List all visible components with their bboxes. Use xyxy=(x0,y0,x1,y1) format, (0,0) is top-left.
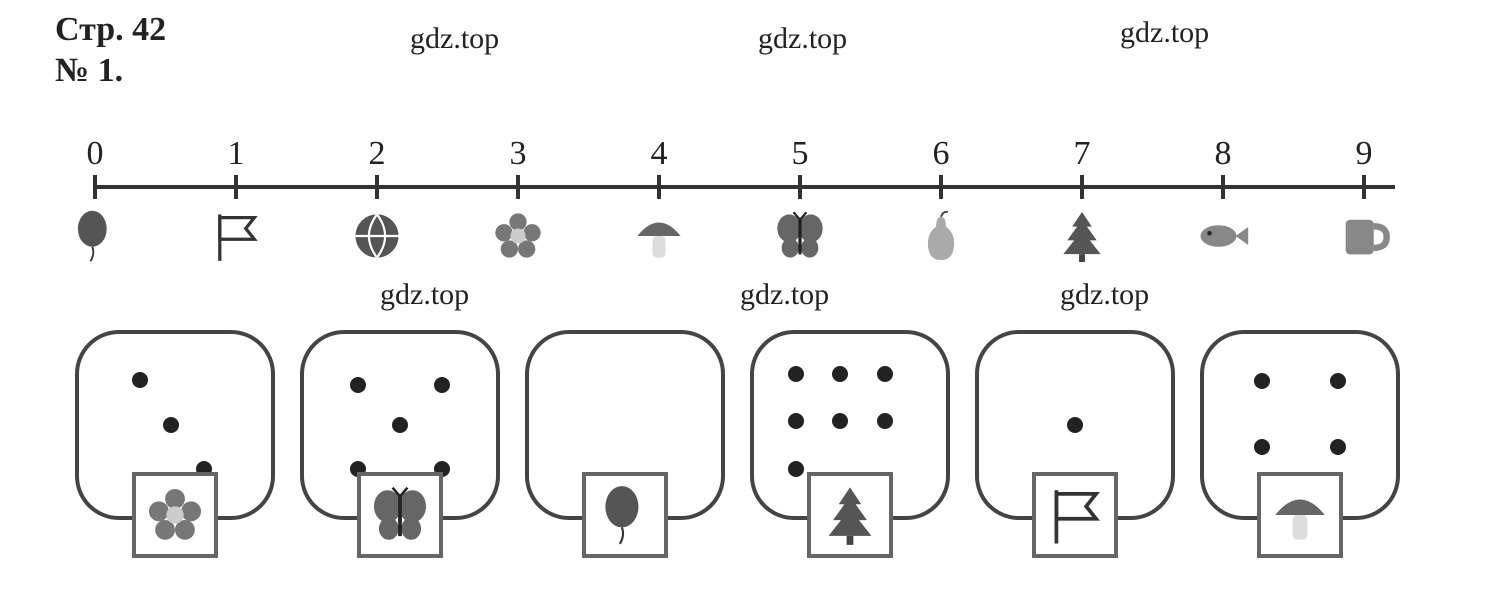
tick-mark xyxy=(93,175,97,199)
tick-label-4: 4 xyxy=(651,135,668,173)
exercise-number: № 1. xyxy=(55,51,166,92)
watermark-text: gdz.top xyxy=(380,278,469,312)
dot xyxy=(132,372,148,388)
dot-card xyxy=(300,330,500,520)
dot xyxy=(1254,373,1270,389)
butterfly-icon xyxy=(773,209,827,263)
tick-mark xyxy=(375,175,379,199)
tick-label-8: 8 xyxy=(1215,135,1232,173)
dot xyxy=(1067,417,1083,433)
tick-mark xyxy=(939,175,943,199)
balloon-tag xyxy=(582,472,668,558)
flower-icon xyxy=(491,209,545,263)
number-line: 0123456789 xyxy=(95,135,1395,279)
number-line-axis xyxy=(95,185,1395,189)
dot-card xyxy=(750,330,950,520)
mushroom-tag xyxy=(1257,472,1343,558)
flag-tag xyxy=(1032,472,1118,558)
flower-tag xyxy=(132,472,218,558)
dot-card xyxy=(75,330,275,520)
ball-icon xyxy=(350,209,404,263)
tick-mark xyxy=(1221,175,1225,199)
dot xyxy=(788,413,804,429)
watermark-text: gdz.top xyxy=(410,22,499,56)
dot-card xyxy=(975,330,1175,520)
tick-mark xyxy=(1080,175,1084,199)
mug-icon xyxy=(1337,209,1391,263)
tree-tag xyxy=(807,472,893,558)
tick-label-9: 9 xyxy=(1356,135,1373,173)
tick-label-5: 5 xyxy=(792,135,809,173)
tick-mark xyxy=(798,175,802,199)
tick-label-0: 0 xyxy=(87,135,104,173)
dot xyxy=(832,413,848,429)
watermark-text: gdz.top xyxy=(758,22,847,56)
tick-mark xyxy=(234,175,238,199)
dot xyxy=(392,417,408,433)
dot xyxy=(788,461,804,477)
dot xyxy=(877,366,893,382)
page-label: Стр. 42 xyxy=(55,10,166,51)
dot-card xyxy=(1200,330,1400,520)
balloon-icon xyxy=(68,209,122,263)
watermark-text: gdz.top xyxy=(1120,16,1209,50)
tick-label-2: 2 xyxy=(369,135,386,173)
tick-label-3: 3 xyxy=(510,135,527,173)
tick-label-1: 1 xyxy=(228,135,245,173)
dot xyxy=(1330,439,1346,455)
cards-row xyxy=(75,330,1425,590)
fish-icon xyxy=(1196,209,1250,263)
dot xyxy=(434,377,450,393)
dot xyxy=(832,366,848,382)
dot-card xyxy=(525,330,725,520)
tick-mark xyxy=(1362,175,1366,199)
dot xyxy=(1254,439,1270,455)
tick-mark xyxy=(516,175,520,199)
dot xyxy=(788,366,804,382)
watermark-text: gdz.top xyxy=(740,278,829,312)
tick-mark xyxy=(657,175,661,199)
tree-icon xyxy=(1055,209,1109,263)
tick-label-7: 7 xyxy=(1074,135,1091,173)
dot xyxy=(163,417,179,433)
pear-icon xyxy=(914,209,968,263)
dot xyxy=(877,413,893,429)
flag-icon xyxy=(209,209,263,263)
mushroom-icon xyxy=(632,209,686,263)
butterfly-tag xyxy=(357,472,443,558)
watermark-text: gdz.top xyxy=(1060,278,1149,312)
dot xyxy=(1330,373,1346,389)
dot xyxy=(350,377,366,393)
tick-label-6: 6 xyxy=(933,135,950,173)
